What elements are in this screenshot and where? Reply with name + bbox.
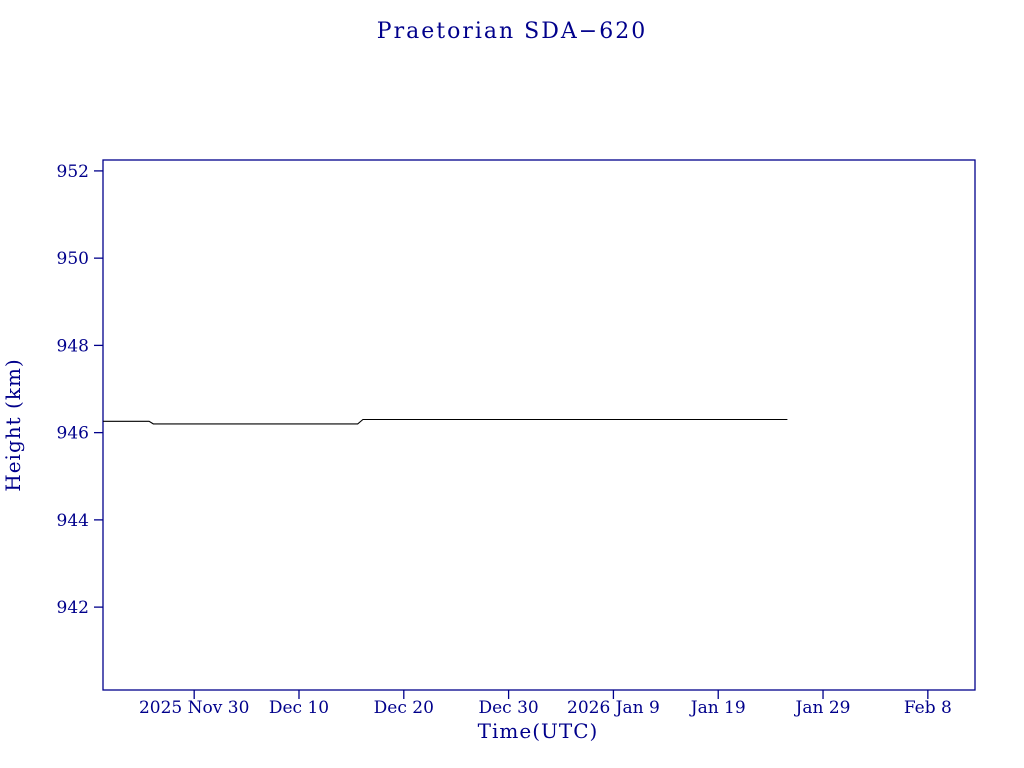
x-tick-label: 2026 Jan 9	[567, 698, 660, 718]
axis-box	[102, 159, 976, 691]
y-axis-label: Height (km)	[1, 358, 25, 491]
y-tick-label: 952	[57, 162, 89, 182]
y-tick-label: 946	[57, 424, 89, 444]
y-tick-label: 950	[57, 249, 89, 269]
x-tick-label: Jan 29	[794, 698, 851, 718]
x-axis-label: Time(UTC)	[478, 719, 599, 743]
x-tick-label: Dec 30	[478, 698, 538, 718]
plot-area: 942 944 946 948 950 952 2025 Nov 30 Dec 10 Dec 2…	[57, 159, 976, 718]
x-tick-label: Dec 20	[374, 698, 434, 718]
data-line	[103, 418, 788, 425]
x-tick-label: Dec 10	[269, 698, 329, 718]
y-tick-label: 942	[57, 598, 89, 618]
x-tick-label: 2025 Nov 30	[139, 698, 249, 718]
chart-title: Praetorian SDA−620	[377, 19, 647, 44]
x-tick-label: Jan 19	[689, 698, 746, 718]
y-tick-label: 948	[57, 336, 89, 356]
x-tick-label: Feb 8	[904, 698, 952, 718]
y-tick-label: 944	[57, 511, 89, 531]
